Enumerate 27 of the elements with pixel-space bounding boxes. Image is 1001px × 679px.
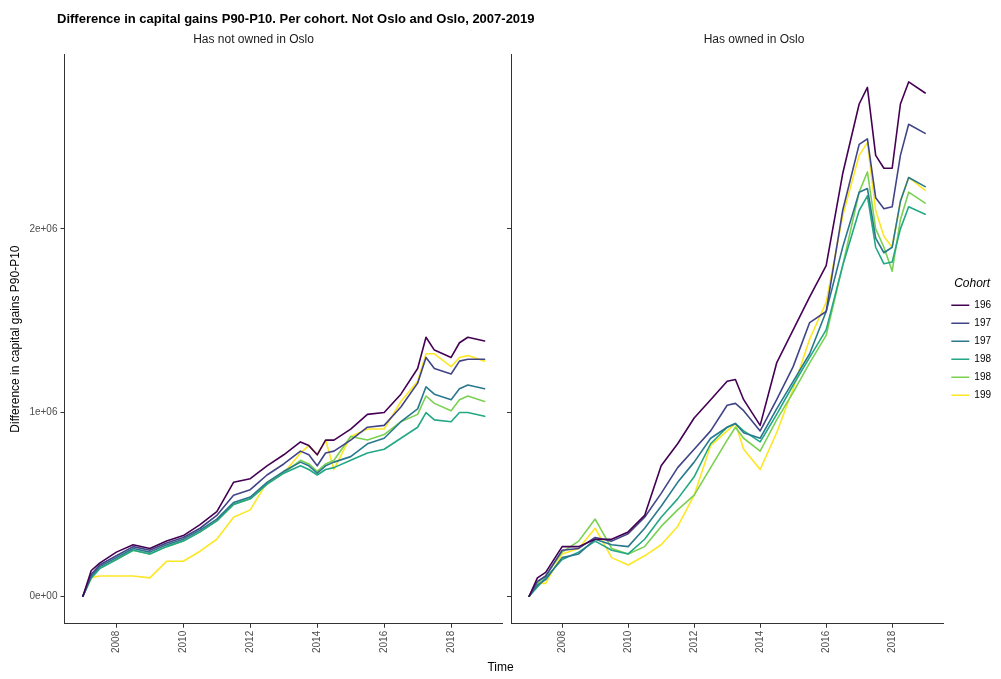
x-tick-label: 2012	[687, 630, 699, 653]
chart-subtitle: Has not owned in Oslo	[193, 31, 315, 46]
x-tick-label: 2016	[819, 630, 831, 653]
y-tick-label: 0e+00	[29, 589, 58, 601]
legend-label: 198	[974, 370, 992, 382]
y-axis-title: Difference in capital gains P90-P10	[7, 245, 22, 433]
x-tick-label: 2010	[621, 630, 633, 653]
x-axis-title: Time	[486, 660, 515, 674]
x-tick-label: 2018	[444, 630, 456, 653]
x-tick-label: 2010	[177, 630, 189, 653]
x-tick-label: 2016	[377, 630, 389, 653]
x-tick-label: 2012	[244, 630, 256, 653]
y-tick-label: 2e+06	[29, 222, 58, 234]
legend-label: 196	[974, 298, 992, 310]
y-tick-label: 1e+06	[29, 406, 58, 418]
x-tick-label: 2014	[310, 630, 322, 653]
legend-label: 198	[974, 352, 992, 364]
x-tick-label: 2008	[555, 630, 567, 653]
chart-subtitle: Has owned in Oslo	[703, 31, 805, 46]
chart-title: Difference in capital gains P90-P10. Per cohort. Not Oslo and Oslo, 2007-2019	[57, 11, 535, 26]
legend-label: 197	[974, 316, 992, 328]
legend-label: 199	[974, 388, 992, 400]
legend-title: Cohort	[954, 276, 991, 291]
x-tick-label: 2014	[753, 630, 765, 653]
x-tick-label: 2018	[885, 630, 897, 653]
legend-label: 197	[974, 334, 992, 346]
x-tick-label: 2008	[110, 630, 122, 653]
